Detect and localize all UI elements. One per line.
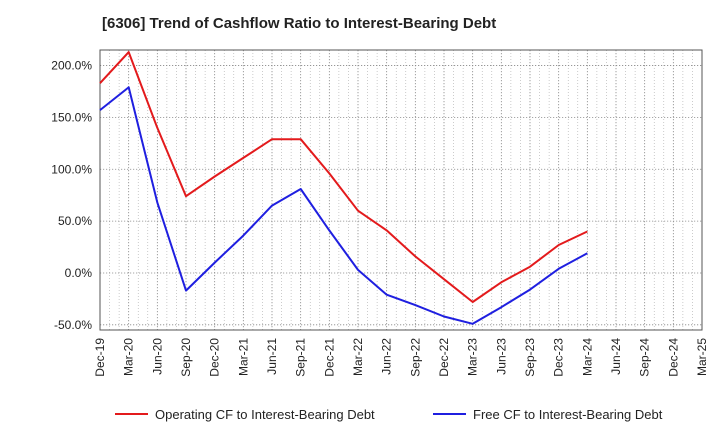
x-tick-label: Sep-21 <box>294 338 308 377</box>
series-layer <box>99 51 588 325</box>
plot-frame <box>99 49 703 331</box>
x-tick-label: Dec-23 <box>552 338 566 377</box>
y-tick-label: 50.0% <box>58 214 92 228</box>
x-tick-label: Dec-19 <box>93 338 107 377</box>
x-tick-label: Sep-20 <box>179 338 193 377</box>
legend-label: Operating CF to Interest-Bearing Debt <box>155 407 375 422</box>
y-tick-label: 150.0% <box>51 110 92 124</box>
series-line-operating-cf <box>99 51 588 303</box>
x-tick-label: Dec-24 <box>666 338 680 377</box>
x-tick-label: Mar-24 <box>580 338 594 376</box>
x-tick-label: Jun-21 <box>265 338 279 375</box>
x-tick-label: Sep-22 <box>408 338 422 377</box>
x-tick-label: Mar-20 <box>122 338 136 376</box>
y-tick-label: 200.0% <box>51 59 92 73</box>
x-tick-label: Jun-22 <box>380 338 394 375</box>
x-tick-label: Mar-22 <box>351 338 365 376</box>
x-tick-label: Mar-23 <box>466 338 480 376</box>
legend-label: Free CF to Interest-Bearing Debt <box>473 407 663 422</box>
x-tick-label: Sep-24 <box>638 338 652 377</box>
x-axis-ticks: Dec-19 Mar-20 Jun-20 Sep-20 Dec-20 Mar-21 Jun-… <box>93 338 709 377</box>
x-tick-label: Sep-23 <box>523 338 537 377</box>
x-tick-label: Jun-20 <box>150 338 164 375</box>
grid-layer <box>99 50 703 330</box>
x-tick-label: Jun-24 <box>609 338 623 375</box>
x-tick-label: Dec-21 <box>322 338 336 377</box>
x-tick-label: Mar-21 <box>236 338 250 376</box>
legend: Operating CF to Interest-Bearing Debt Fre… <box>115 407 663 422</box>
x-tick-label: Mar-25 <box>695 338 709 376</box>
series-line-free-cf <box>99 86 588 325</box>
y-axis-ticks: -50.0% 0.0% 50.0% 100.0% 150.0% 200.0% <box>51 59 92 332</box>
y-tick-label: 0.0% <box>65 266 93 280</box>
x-tick-label: Dec-20 <box>208 338 222 377</box>
y-tick-label: 100.0% <box>51 162 92 176</box>
x-tick-label: Jun-23 <box>494 338 508 375</box>
y-tick-label: -50.0% <box>54 318 92 332</box>
x-tick-label: Dec-22 <box>437 338 451 377</box>
chart-title: [6306] Trend of Cashflow Ratio to Intere… <box>102 15 497 32</box>
